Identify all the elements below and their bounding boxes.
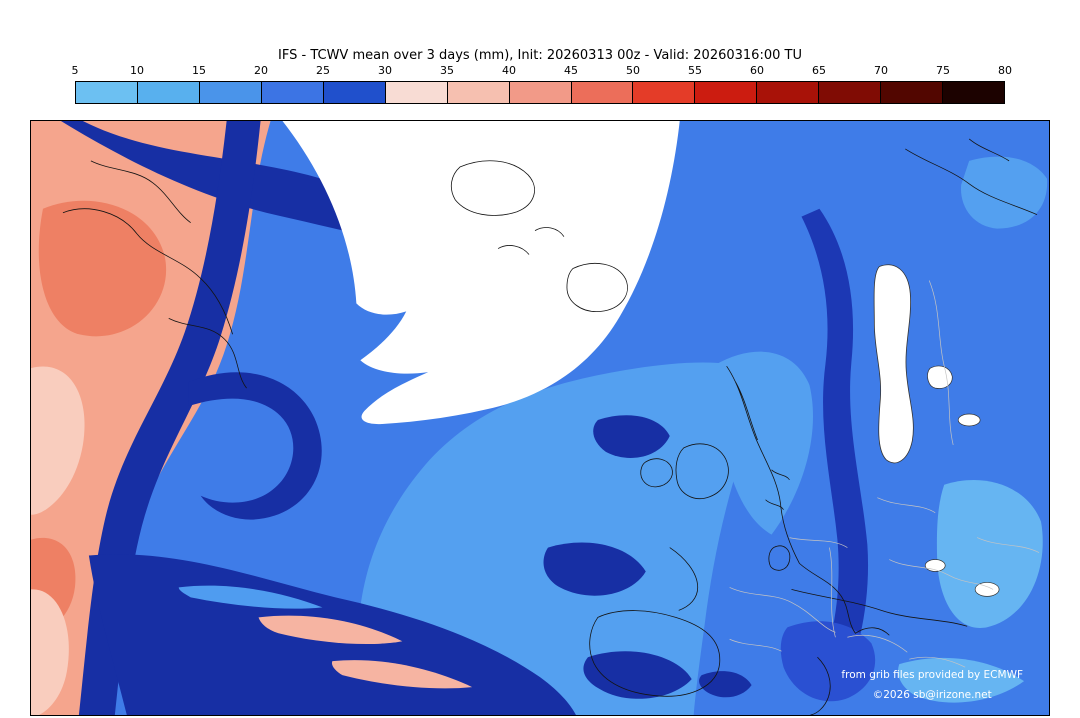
colorbar-segment (136, 82, 199, 103)
colorbar-segment (756, 82, 819, 103)
colorbar-tick-label: 40 (502, 64, 516, 77)
colorbar-segment (942, 82, 1005, 103)
colorbar-segment (570, 82, 633, 103)
pink-slivers (178, 585, 473, 689)
tcwv-map-graphic (31, 121, 1049, 715)
colorbar-segment (260, 82, 323, 103)
chart-title: IFS - TCWV mean over 3 days (mm), Init: … (278, 48, 802, 63)
colorbar-segment (880, 82, 943, 103)
colorbar-tick-label: 70 (874, 64, 888, 77)
colorbar-segment (632, 82, 695, 103)
colorbar-tick-label: 65 (812, 64, 826, 77)
dry-air-region (282, 121, 1000, 597)
colorbar-segment (508, 82, 571, 103)
colorbar-tick-label: 5 (71, 64, 79, 77)
colorbar-segment (198, 82, 261, 103)
colorbar-segment (818, 82, 881, 103)
credit-source: from grib files provided by ECMWF (841, 669, 1023, 682)
navy-swirl-regions (60, 121, 876, 715)
colorbar-segment (694, 82, 757, 103)
tcwv-map: from grib files provided by ECMWF ©2026 … (30, 120, 1050, 716)
credits: from grib files provided by ECMWF ©2026 … (841, 666, 1023, 705)
colorbar-gradient (75, 81, 1005, 104)
colorbar-tick-row: 5 10 15 20 25 30 35 40 45 50 55 60 65 70 75 80 (71, 64, 1013, 81)
colorbar-tick-label: 20 (254, 64, 268, 77)
colorbar-tick-label: 60 (750, 64, 764, 77)
colorbar-tick-label: 15 (192, 64, 206, 77)
colorbar: 5 10 15 20 25 30 35 40 45 50 55 60 65 70 75 80 (71, 64, 1013, 104)
sea-light-regions (357, 156, 1048, 715)
coastlines (62, 138, 1038, 715)
credit-copyright: ©2026 sb@irizone.net (872, 688, 992, 701)
colorbar-tick-label: 10 (130, 64, 144, 77)
colorbar-tick-label: 80 (998, 64, 1012, 77)
colorbar-segment (76, 82, 137, 103)
colorbar-tick-label: 30 (377, 64, 392, 77)
colorbar-tick-label: 35 (440, 64, 454, 77)
country-borders (729, 280, 1040, 668)
colorbar-tick-label: 25 (316, 64, 330, 77)
colorbar-segment (384, 82, 447, 103)
colorbar-tick-label: 75 (936, 64, 950, 77)
colorbar-tick-label: 45 (564, 64, 578, 77)
colorbar-segment (322, 82, 385, 103)
colorbar-tick-label: 50 (626, 64, 640, 77)
colorbar-segment (446, 82, 509, 103)
colorbar-tick-label: 55 (687, 64, 702, 77)
